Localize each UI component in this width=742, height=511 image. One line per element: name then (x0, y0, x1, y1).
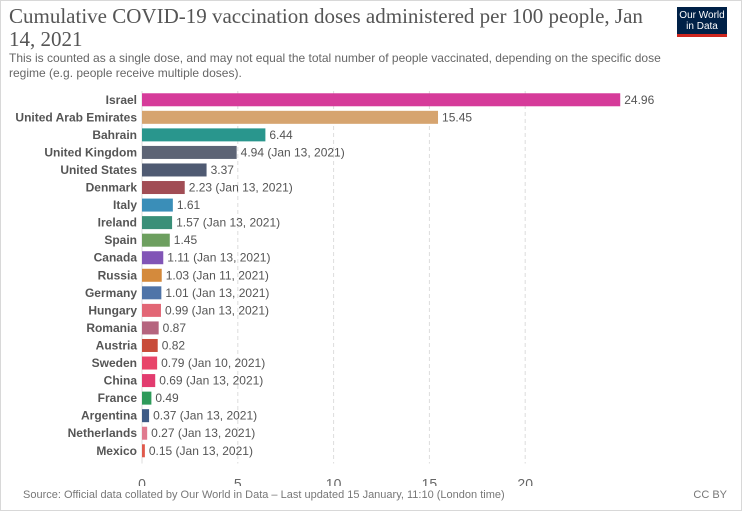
category-label: United States (60, 163, 137, 177)
category-label: Bahrain (92, 128, 137, 142)
category-label: Canada (94, 251, 138, 265)
bar[interactable] (142, 233, 170, 247)
category-label: France (98, 391, 138, 405)
owid-logo[interactable]: Our World in Data (677, 7, 727, 37)
category-label: Mexico (96, 444, 137, 458)
value-label: 3.37 (211, 163, 235, 177)
logo-text-line1: Our World (679, 10, 725, 21)
value-label: 0.99 (Jan 13, 2021) (165, 303, 269, 317)
bar[interactable] (142, 163, 207, 177)
chart-title: Cumulative COVID-19 vaccination doses ad… (9, 4, 643, 51)
bar[interactable] (142, 128, 266, 142)
value-label: 0.15 (Jan 13, 2021) (149, 444, 253, 458)
bar[interactable] (142, 216, 173, 230)
x-tick-label: 20 (517, 476, 533, 486)
bar[interactable] (142, 391, 152, 405)
category-label: Denmark (86, 181, 138, 195)
logo-text-line2: in Data (686, 21, 718, 32)
x-tick-label: 5 (234, 476, 242, 486)
x-tick-label: 10 (326, 476, 342, 486)
bar-chart: 0 5 10 15 20 Israel 24.96 United Arab Emirates… (15, 91, 655, 486)
value-label: 1.45 (174, 233, 198, 247)
category-label: Ireland (98, 216, 137, 230)
value-label: 0.87 (163, 321, 187, 335)
license-link[interactable]: CC BY (693, 489, 727, 501)
value-label: 0.82 (162, 338, 186, 352)
bar[interactable] (142, 426, 148, 440)
bar[interactable] (142, 321, 159, 335)
value-label: 1.11 (Jan 13, 2021) (167, 251, 270, 265)
value-label: 1.57 (Jan 13, 2021) (176, 216, 280, 230)
category-label: Spain (104, 233, 137, 247)
value-label: 6.44 (269, 128, 293, 142)
category-label: Hungary (88, 303, 137, 317)
x-tick-label: 0 (138, 476, 146, 486)
category-label: Israel (106, 93, 137, 107)
bar[interactable] (142, 374, 156, 388)
value-label: 15.45 (442, 110, 472, 124)
bar[interactable] (142, 145, 237, 159)
bar[interactable] (142, 356, 158, 370)
bar[interactable] (142, 198, 173, 212)
category-label: Argentina (81, 409, 137, 423)
bar[interactable] (142, 338, 158, 352)
value-label: 0.69 (Jan 13, 2021) (159, 374, 263, 388)
category-label: United Arab Emirates (15, 110, 137, 124)
x-tick-label: 15 (422, 476, 438, 486)
value-label: 0.37 (Jan 13, 2021) (153, 409, 257, 423)
category-label: China (104, 374, 138, 388)
bar[interactable] (142, 181, 185, 195)
category-label: Germany (85, 286, 137, 300)
value-label: 2.23 (Jan 13, 2021) (189, 181, 293, 195)
value-label: 1.01 (Jan 13, 2021) (165, 286, 269, 300)
value-label: 0.27 (Jan 13, 2021) (151, 426, 255, 440)
category-label: Russia (98, 268, 138, 282)
bar[interactable] (142, 303, 161, 317)
value-label: 0.79 (Jan 10, 2021) (161, 356, 265, 370)
category-label: Austria (96, 338, 138, 352)
category-label: Italy (113, 198, 137, 212)
value-label: 1.03 (Jan 11, 2021) (166, 268, 269, 282)
category-label: Romania (86, 321, 137, 335)
value-label: 1.61 (177, 198, 201, 212)
bar[interactable] (142, 110, 439, 124)
source-note: Source: Official data collated by Our Wo… (23, 489, 505, 501)
bar[interactable] (142, 268, 162, 282)
logo-accent-bar (677, 34, 727, 37)
chart-subtitle: This is counted as a single dose, and ma… (9, 51, 661, 80)
bar[interactable] (142, 93, 621, 107)
value-label: 4.94 (Jan 13, 2021) (241, 145, 345, 159)
bar[interactable] (142, 409, 150, 423)
value-label: 0.49 (155, 391, 179, 405)
category-label: Netherlands (68, 426, 138, 440)
bar[interactable] (142, 251, 164, 265)
category-label: Sweden (92, 356, 137, 370)
bars: Israel 24.96 United Arab Emirates 15.45 Bahr… (15, 93, 654, 458)
category-label: United Kingdom (44, 145, 137, 159)
value-label: 24.96 (624, 93, 654, 107)
bar[interactable] (142, 286, 162, 300)
bar[interactable] (142, 444, 145, 458)
